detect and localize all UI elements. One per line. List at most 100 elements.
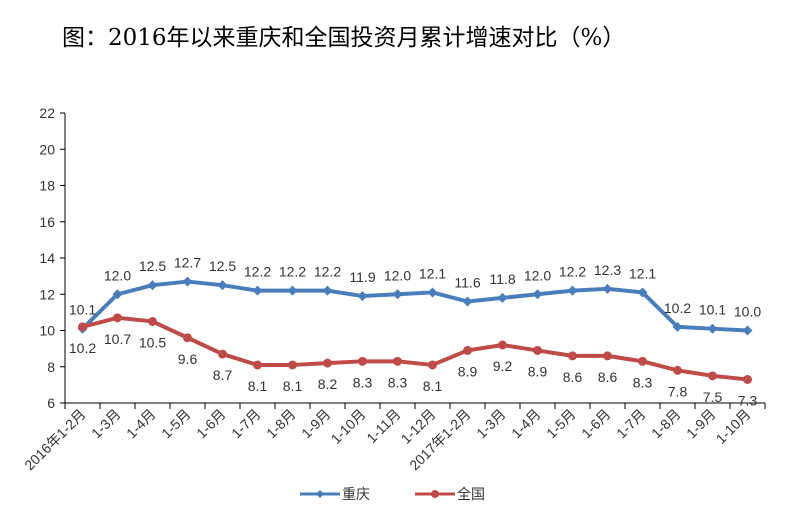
data-point [217,280,228,291]
data-label: 12.2 [559,264,586,280]
data-point [427,287,438,298]
x-tick-label: 1-8月 [263,406,299,442]
data-point [603,351,612,361]
data-point [638,356,647,366]
x-tick-label: 1-3月 [88,406,124,442]
data-point [672,321,683,332]
x-tick-label: 1-10月 [328,406,369,447]
series-line-national [81,315,748,382]
data-point [78,322,87,332]
data-point [357,291,368,302]
y-tick-label: 14 [39,250,55,266]
x-tick-label: 1-6月 [578,406,614,442]
data-label: 12.2 [279,264,306,280]
y-tick-label: 18 [39,178,55,194]
y-tick-label: 10 [39,323,55,339]
data-point [392,289,403,300]
data-label: 10.1 [699,302,726,318]
data-point [112,289,123,300]
data-point [287,285,298,296]
data-label: 12.1 [419,265,446,281]
data-label: 8.9 [458,363,478,379]
data-label: 12.2 [314,264,341,280]
data-label: 11.9 [349,269,375,285]
data-label: 8.1 [423,378,443,394]
data-label: 9.2 [493,358,513,374]
data-point [532,289,543,300]
data-point [393,356,402,366]
data-point [567,285,578,296]
data-point [148,316,157,326]
data-label: 11.8 [489,271,515,287]
data-point [253,360,262,370]
data-label: 8.9 [528,363,548,379]
data-label: 9.6 [178,351,198,367]
data-point [743,374,752,384]
data-point [637,287,648,298]
data-label: 10.5 [139,334,166,350]
x-tick-label: 1-3月 [473,406,509,442]
data-label: 12.0 [104,267,131,283]
data-point [113,313,122,323]
data-point [358,356,367,366]
data-label: 8.3 [633,374,653,390]
data-label: 8.2 [318,376,338,392]
data-label: 12.5 [209,258,236,274]
x-tick-label: 1-7月 [613,406,649,442]
data-point [183,333,192,343]
data-point [707,323,718,334]
data-label: 8.3 [353,374,373,390]
data-point [182,276,193,287]
data-label: 8.3 [388,374,408,390]
data-label: 8.7 [213,367,233,383]
data-label: 7.8 [668,383,688,399]
data-label: 10.7 [104,331,131,347]
data-point [462,296,473,307]
data-label: 7.5 [703,389,723,405]
legend-marker [431,490,439,498]
data-label: 10.0 [734,304,761,320]
data-label: 8.1 [283,378,303,394]
legend-marker [316,490,324,498]
data-point [602,283,613,294]
legend-label: 全国 [457,486,485,502]
y-tick-label: 8 [47,359,55,375]
data-point [322,285,333,296]
data-label: 8.6 [563,369,583,385]
x-tick-label: 1-8月 [648,406,684,442]
x-tick-label: 1-6月 [193,406,229,442]
data-label: 7.3 [738,392,758,408]
data-label: 12.7 [174,255,201,271]
data-point [218,349,227,359]
data-point [147,280,158,291]
x-tick-label: 1-4月 [508,406,544,442]
data-label: 12.2 [244,264,271,280]
data-label: 12.1 [629,265,656,281]
x-tick-label: 1-10月 [713,406,754,447]
data-label: 12.0 [384,267,411,283]
data-label: 10.2 [69,340,96,356]
y-tick-label: 20 [39,141,55,157]
data-point [742,325,753,336]
legend-label: 重庆 [342,486,370,502]
data-point [288,360,297,370]
data-point [533,345,542,355]
y-tick-label: 22 [39,105,55,121]
data-label: 10.1 [69,302,96,318]
data-label: 12.5 [139,258,166,274]
data-point [428,360,437,370]
data-point [252,285,263,296]
chart-title: 图：2016年以来重庆和全国投资月累计增速对比（%） [62,25,626,51]
data-label: 8.6 [598,369,618,385]
x-tick-label: 1-11月 [363,406,403,446]
data-label: 10.2 [664,300,691,316]
data-point [497,292,508,303]
y-tick-label: 16 [39,214,55,230]
data-label: 8.1 [248,378,268,394]
x-tick-label: 1-5月 [158,406,194,442]
data-point [463,345,472,355]
series-line-chongqing [81,279,748,333]
x-tick-label: 1-5月 [543,406,579,442]
data-point [673,365,682,375]
